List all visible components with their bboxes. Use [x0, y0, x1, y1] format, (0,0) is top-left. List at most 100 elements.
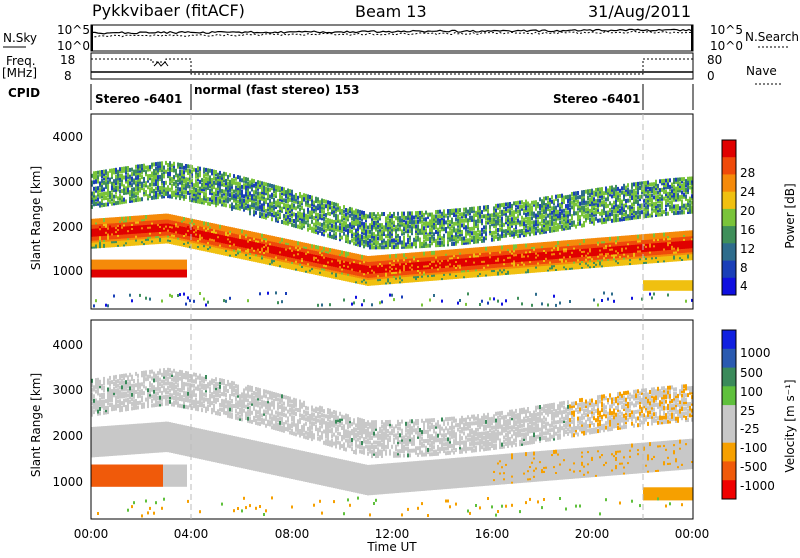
power-cell: [401, 218, 403, 222]
power-cell: [229, 173, 231, 177]
power-cell: [155, 260, 157, 264]
power-cell: [287, 204, 289, 208]
power-cell: [329, 248, 331, 252]
power-cell: [339, 206, 341, 210]
power-cell: [337, 226, 339, 230]
power-cell: [257, 233, 259, 237]
power-cell: [103, 260, 105, 264]
power-cell: [361, 303, 363, 306]
power-cell: [153, 162, 155, 166]
power-cell: [179, 194, 181, 198]
power-cell: [281, 300, 283, 303]
power-cell: [197, 220, 199, 224]
power-cell: [311, 227, 313, 231]
power-cell: [351, 239, 353, 243]
power-cell: [213, 181, 215, 185]
power-cell: [381, 212, 383, 216]
power-cell: [415, 220, 417, 224]
power-cell: [133, 187, 135, 191]
power-cell: [323, 217, 325, 221]
power-cell: [409, 211, 411, 215]
power-cell: [133, 170, 135, 174]
power-cell: [333, 202, 335, 206]
power-cell: [107, 171, 109, 175]
power-cell: [351, 208, 353, 212]
power-cell: [343, 205, 345, 209]
power-cell: [321, 214, 323, 218]
power-cell: [317, 213, 319, 217]
power-cell: [95, 219, 97, 223]
power-cell: [327, 248, 329, 252]
power-cell: [259, 292, 261, 295]
power-cell: [207, 222, 209, 226]
power-cell: [261, 181, 263, 185]
power-cell: [245, 177, 247, 181]
power-cell: [193, 300, 195, 303]
power-cell: [257, 200, 259, 204]
power-cell: [159, 260, 161, 264]
power-cell: [207, 197, 209, 201]
power-cell: [377, 245, 379, 249]
power-cell: [359, 234, 361, 238]
power-cell: [455, 228, 457, 232]
power-cell: [445, 220, 447, 224]
power-cell: [99, 181, 101, 185]
power-cell: [165, 170, 167, 174]
power-cell: [451, 249, 453, 253]
power-cell: [389, 219, 391, 223]
power-cell: [445, 214, 447, 218]
power-cell: [283, 214, 285, 218]
power-cell: [253, 184, 255, 188]
power-cell: [187, 191, 189, 195]
power-cell: [417, 211, 419, 215]
power-cell: [223, 172, 225, 176]
power-cell: [275, 291, 277, 294]
power-cell: [457, 235, 459, 239]
power-cell: [107, 260, 109, 264]
power-cell: [379, 214, 381, 218]
power-cell: [391, 225, 393, 229]
power-cell: [435, 210, 437, 214]
power-cell: [213, 223, 215, 227]
power-cell: [237, 229, 239, 233]
power-cell: [413, 220, 415, 224]
power-cell: [297, 200, 299, 204]
power-cell: [321, 232, 323, 236]
power-cell: [387, 214, 389, 218]
power-cell: [349, 222, 351, 226]
power-cell: [199, 187, 201, 191]
power-cell: [427, 233, 429, 237]
power-cell: [341, 222, 343, 226]
power-cell: [371, 243, 373, 247]
power-cell: [265, 198, 267, 202]
power-cell: [291, 223, 293, 227]
power-cell: [233, 194, 235, 198]
power-cell: [209, 169, 211, 173]
power-cell: [287, 189, 289, 193]
power-cell: [439, 219, 441, 223]
power-cell: [379, 223, 381, 227]
power-cell: [177, 174, 179, 178]
power-cell: [197, 188, 199, 192]
power-cell: [323, 204, 325, 208]
power-cell: [247, 231, 249, 235]
power-cell: [397, 216, 399, 220]
power-cell: [317, 231, 319, 235]
power-cell: [431, 235, 433, 239]
power-cell: [373, 217, 375, 221]
power-cell: [365, 223, 367, 227]
power-cell: [105, 218, 107, 222]
power-cell: [99, 188, 101, 192]
power-cell: [173, 162, 175, 166]
power-cell: [429, 213, 431, 217]
power-cell: [343, 210, 345, 214]
power-cell: [415, 211, 417, 215]
power-cell: [153, 189, 155, 193]
power-cell: [345, 208, 347, 212]
power-cell: [151, 215, 153, 219]
power-cell: [305, 214, 307, 218]
power-cell: [157, 260, 159, 264]
power-cell: [213, 176, 215, 180]
power-cell: [241, 178, 243, 182]
power-cell: [279, 202, 281, 206]
